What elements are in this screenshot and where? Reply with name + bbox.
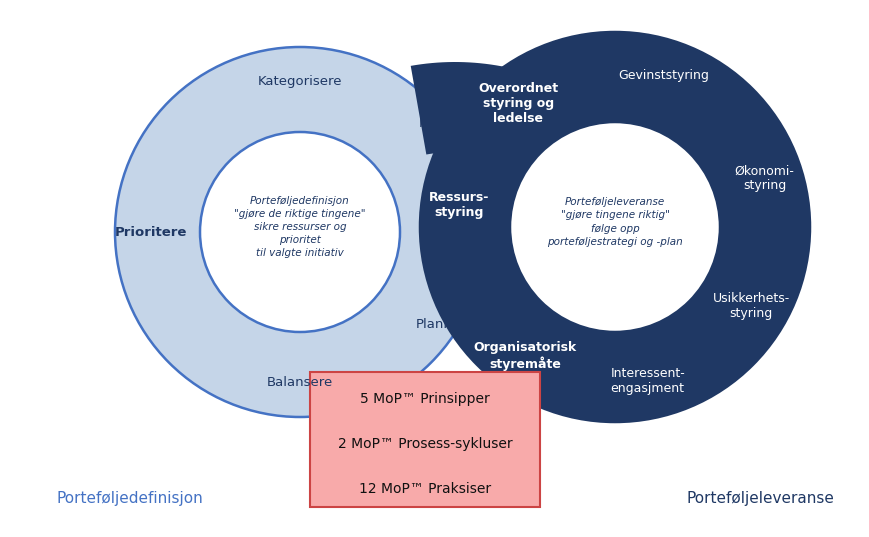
Text: Porteføljedefinisjon
"gjøre de riktige tingene"
sikre ressurser og
prioritet
til: Porteføljedefinisjon "gjøre de riktige t… [235, 195, 366, 258]
Polygon shape [411, 62, 709, 344]
Text: Organisatorisk
styremåte: Organisatorisk styremåte [474, 341, 576, 371]
Text: 12 MoP™ Praksiser: 12 MoP™ Praksiser [359, 482, 491, 496]
Text: Planlegge: Planlegge [415, 318, 481, 331]
Text: Prioritere: Prioritere [115, 226, 187, 238]
Text: Porteføljeleveranse: Porteføljeleveranse [686, 491, 834, 506]
Text: Porteføljedefinisjon: Porteføljedefinisjon [56, 491, 203, 506]
Text: Gevinststyring: Gevinststyring [619, 69, 710, 82]
Circle shape [510, 122, 720, 332]
Circle shape [200, 132, 400, 332]
Text: Balansere: Balansere [267, 376, 333, 389]
Text: 5 MoP™ Prinsipper: 5 MoP™ Prinsipper [360, 392, 490, 406]
Text: Overordnet
styring og
ledelse: Overordnet styring og ledelse [478, 82, 558, 125]
Text: 2 MoP™ Prosess-sykluser: 2 MoP™ Prosess-sykluser [338, 437, 513, 451]
Circle shape [420, 32, 810, 422]
Text: Porteføljeleveranse
"gjøre tingene riktig"
følge opp
porteføljestrategi og -plan: Porteføljeleveranse "gjøre tingene rikti… [547, 197, 683, 247]
Text: Interessent-
engasjment: Interessent- engasjment [610, 367, 685, 395]
Text: Ressurs-
styring: Ressurs- styring [429, 191, 489, 219]
FancyBboxPatch shape [310, 372, 540, 507]
Text: Forstå: Forstå [419, 117, 460, 130]
Circle shape [115, 47, 485, 417]
Text: Kategorisere: Kategorisere [258, 75, 342, 88]
Text: Usikkerhets-
styring: Usikkerhets- styring [713, 292, 790, 320]
Text: Økonomi-
styring: Økonomi- styring [734, 164, 794, 192]
